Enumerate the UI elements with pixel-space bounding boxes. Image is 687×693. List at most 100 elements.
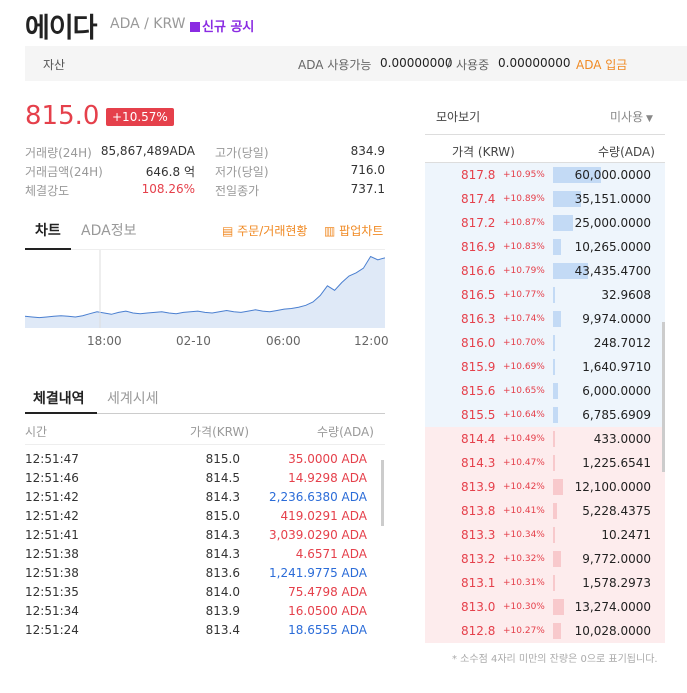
ob-header-price: 가격 (KRW) [452, 145, 515, 159]
trade-qty: 16.0500 ADA [288, 604, 367, 618]
depth-bar [553, 287, 555, 303]
ob-qty: 1,225.6541 [582, 456, 651, 470]
tab-coin-info[interactable]: ADA정보 [81, 223, 137, 239]
trade-price: 813.9 [205, 604, 240, 618]
ob-price: 813.3 [461, 528, 496, 542]
ob-qty: 6,000.0000 [582, 384, 651, 398]
trade-qty: 18.6555 ADA [288, 623, 367, 637]
trade-scrollbar[interactable] [381, 460, 384, 526]
ob-qty: 60,000.0000 [574, 168, 651, 182]
aggregate-view-label: 모아보기 [436, 110, 481, 124]
trade-row: 12:51:41 814.3 3,039.0290 ADA [25, 526, 377, 545]
orderbook-footnote: * 소수점 4자리 미만의 잔량은 0으로 표기됩니다. [452, 654, 658, 665]
trade-price: 815.0 [205, 509, 240, 523]
ob-price: 814.4 [461, 432, 496, 446]
bid-row[interactable]: 814.3 +10.47% 1,225.6541 [425, 451, 665, 475]
chart-tabs: 차트 ADA정보 ▤ 주문/거래현황 ▥ 팝업차트 [25, 212, 385, 250]
ob-change: +10.83% [503, 242, 545, 252]
bid-row[interactable]: 813.0 +10.30% 13,274.0000 [425, 595, 665, 619]
ob-qty: 13,274.0000 [574, 600, 651, 614]
ob-change: +10.65% [503, 386, 545, 396]
ask-row[interactable]: 815.9 +10.69% 1,640.9710 [425, 355, 665, 379]
stat-value: 646.8 억 [145, 165, 195, 179]
ob-qty: 1,640.9710 [582, 360, 651, 374]
tab-world-prices[interactable]: 세계시세 [107, 391, 159, 407]
trade-list[interactable]: 12:51:47 815.0 35.0000 ADA 12:51:46 814.5 14.… [25, 450, 377, 648]
current-price: 815.0 [25, 101, 100, 131]
ob-change: +10.27% [503, 626, 545, 636]
ask-row[interactable]: 816.9 +10.83% 10,265.0000 [425, 235, 665, 259]
stat-label: 체결강도 [25, 184, 70, 198]
tab-chart[interactable]: 차트 [35, 223, 61, 239]
ask-row[interactable]: 817.4 +10.89% 35,151.0000 [425, 187, 665, 211]
ob-change: +10.95% [503, 170, 545, 180]
trade-price: 814.0 [205, 585, 240, 599]
ask-row[interactable]: 815.5 +10.64% 6,785.6909 [425, 403, 665, 427]
ask-row[interactable]: 817.2 +10.87% 25,000.0000 [425, 211, 665, 235]
ob-qty: 32.9608 [601, 288, 651, 302]
depth-bar [553, 551, 561, 567]
popup-chart-link[interactable]: ▥ 팝업차트 [324, 222, 383, 239]
bid-row[interactable]: 813.9 +10.42% 12,100.0000 [425, 475, 665, 499]
ob-price: 814.3 [461, 456, 496, 470]
divider [425, 134, 665, 135]
bid-row[interactable]: 814.4 +10.49% 433.0000 [425, 427, 665, 451]
ask-row[interactable]: 816.6 +10.79% 43,435.4700 [425, 259, 665, 283]
trade-time: 12:51:42 [25, 490, 79, 504]
change-badge: +10.57% [106, 108, 174, 126]
bid-row[interactable]: 813.2 +10.32% 9,772.0000 [425, 547, 665, 571]
depth-bar [553, 191, 581, 207]
trade-price: 815.0 [205, 452, 240, 466]
ask-row[interactable]: 817.8 +10.95% 60,000.0000 [425, 163, 665, 187]
trade-qty: 419.0291 ADA [280, 509, 367, 523]
deposit-link[interactable]: ADA 입금 [576, 58, 628, 72]
ob-change: +10.70% [503, 338, 545, 348]
bid-row[interactable]: 813.1 +10.31% 1,578.2973 [425, 571, 665, 595]
trade-row: 12:51:24 813.4 18.6555 ADA [25, 621, 377, 640]
ob-price: 817.4 [461, 192, 496, 206]
trade-qty: 2,236.6380 ADA [269, 490, 367, 504]
ob-qty: 35,151.0000 [574, 192, 651, 206]
ob-change: +10.41% [503, 506, 545, 516]
trade-row: 12:51:38 814.3 4.6571 ADA [25, 545, 377, 564]
trade-row: 12:51:35 814.0 75.4798 ADA [25, 583, 377, 602]
ask-row[interactable]: 816.3 +10.74% 9,974.0000 [425, 307, 665, 331]
market-pair: ADA / KRW [110, 16, 186, 32]
ask-row[interactable]: 816.0 +10.70% 248.7012 [425, 331, 665, 355]
trade-row: 12:51:38 813.6 1,241.9775 ADA [25, 564, 377, 583]
price-chart[interactable] [25, 250, 385, 328]
ob-change: +10.49% [503, 434, 545, 444]
depth-bar [553, 455, 555, 471]
depth-bar [553, 239, 561, 255]
aggregate-select[interactable]: 미사용 ▼ [610, 108, 653, 125]
ask-row[interactable]: 816.5 +10.77% 32.9608 [425, 283, 665, 307]
stat-value: 85,867,489ADA [100, 144, 195, 158]
stat-strength: 체결강도 108.26% [25, 182, 195, 201]
bid-row[interactable]: 813.8 +10.41% 5,228.4375 [425, 499, 665, 523]
coin-name: 에이다 [25, 13, 98, 44]
ob-price: 815.9 [461, 360, 496, 374]
tab-trades[interactable]: 체결내역 [33, 391, 85, 407]
trade-price: 814.3 [205, 528, 240, 542]
stat-prev-close: 전일종가 737.1 [215, 182, 385, 201]
ask-row[interactable]: 815.6 +10.65% 6,000.0000 [425, 379, 665, 403]
notice-link[interactable]: 신규 공시 [190, 16, 254, 35]
stat-value: 108.26% [141, 182, 195, 196]
stat-label: 거래금액(24H) [25, 165, 103, 179]
ob-change: +10.77% [503, 290, 545, 300]
ob-price: 813.0 [461, 600, 496, 614]
order-status-link[interactable]: ▤ 주문/거래현황 [222, 222, 307, 239]
bid-row[interactable]: 813.3 +10.34% 10.2471 [425, 523, 665, 547]
tab-underline [25, 248, 71, 250]
trade-time: 12:51:35 [25, 585, 79, 599]
ob-change: +10.32% [503, 554, 545, 564]
ob-price: 812.8 [461, 624, 496, 638]
ob-qty: 10,265.0000 [574, 240, 651, 254]
stat-label: 거래량(24H) [25, 146, 92, 160]
ob-qty: 10,028.0000 [574, 624, 651, 638]
bid-row[interactable]: 812.8 +10.27% 10,028.0000 [425, 619, 665, 643]
orderbook-scrollbar[interactable] [662, 322, 665, 472]
ob-change: +10.87% [503, 218, 545, 228]
trade-time: 12:51:47 [25, 452, 79, 466]
aggregate-select-value: 미사용 [610, 110, 644, 124]
